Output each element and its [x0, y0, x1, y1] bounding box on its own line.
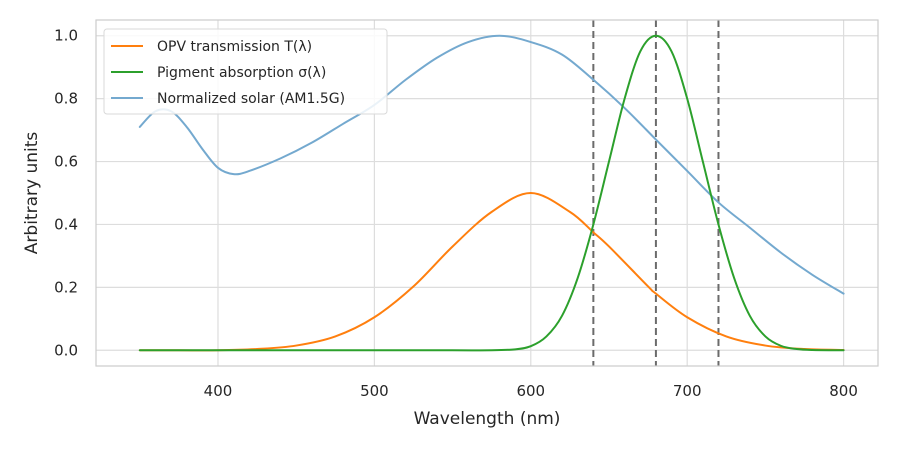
legend-label-pigment-absorption: Pigment absorption σ(λ)	[157, 65, 326, 81]
y-tick-label: 0.4	[54, 215, 78, 233]
legend-label-normalized-solar: Normalized solar (AM1.5G)	[157, 91, 345, 107]
y-axis-ticks: 0.0 0.2 0.4 0.6 0.8 1.0	[54, 27, 78, 360]
y-tick-label: 1.0	[54, 27, 78, 45]
reference-lines	[592, 20, 720, 366]
x-tick-label: 400	[204, 382, 233, 400]
y-axis-label: Arbitrary units	[22, 132, 42, 255]
series-line-opv-transmission	[138, 192, 845, 352]
series-line-normalized-solar	[138, 34, 845, 295]
x-tick-label: 700	[673, 382, 702, 400]
y-tick-label: 0.2	[54, 278, 78, 296]
series-line-pigment-absorption	[138, 34, 845, 352]
legend: OPV transmission T(λ) Pigment absorption…	[103, 28, 388, 115]
x-tick-label: 800	[829, 382, 858, 400]
plot-frame	[95, 19, 879, 367]
x-tick-label: 600	[516, 382, 545, 400]
legend-label-opv-transmission: OPV transmission T(λ)	[157, 39, 312, 55]
y-tick-label: 0.8	[54, 90, 78, 108]
x-axis-ticks: 400 500 600 700 800	[204, 382, 858, 400]
x-tick-label: 500	[360, 382, 389, 400]
legend-box	[103, 28, 388, 115]
x-axis-label: Wavelength (nm)	[414, 409, 561, 429]
y-tick-label: 0.0	[54, 341, 78, 359]
series-lines	[138, 34, 845, 352]
y-tick-label: 0.6	[54, 153, 78, 171]
